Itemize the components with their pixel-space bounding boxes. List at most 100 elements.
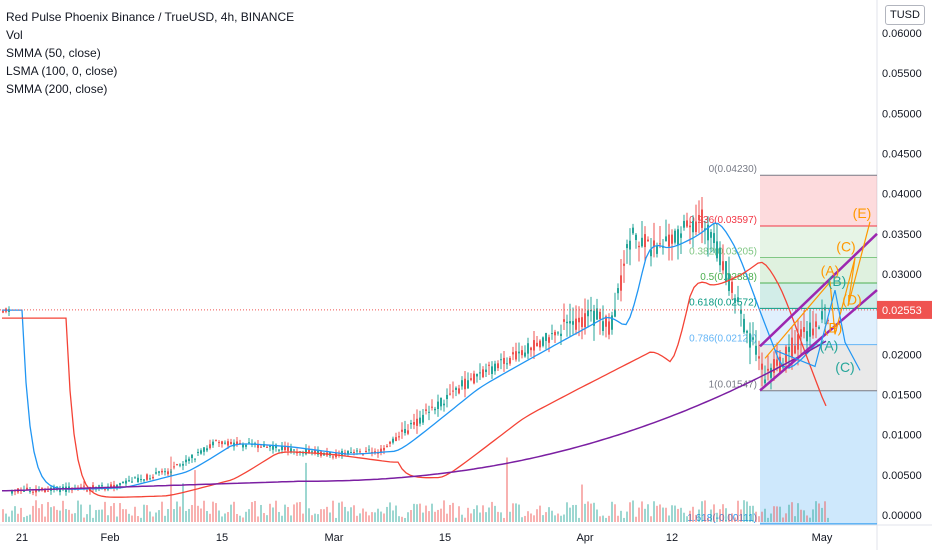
y-tick-label: 0.05000 [882,108,922,120]
volume-bar [260,504,262,522]
volume-bar [443,500,445,522]
volume-bar [404,517,406,522]
volume-bar [743,500,745,522]
candle-body [575,318,577,330]
volume-bar [458,506,460,522]
volume-bar [248,509,250,522]
candle-body [146,474,148,480]
candle-body [446,394,448,400]
volume-bar [389,502,391,522]
x-tick-label: 15 [439,532,451,544]
volume-bar [737,500,739,522]
candle-body [137,477,139,483]
volume-bar [710,509,712,522]
candle-body [629,240,631,250]
candle-body [824,307,826,311]
volume-bar [713,504,715,522]
volume-bar [59,510,61,522]
candle-body [230,441,232,445]
candle-body [413,422,415,425]
wave-label-orange: (D) [842,292,861,308]
volume-bar [539,505,541,522]
candle-body [716,241,718,259]
candle-body [224,442,226,444]
candle-body [668,234,670,247]
candle-body [398,436,400,438]
volume-bar [50,507,52,522]
candle-body [269,445,271,448]
volume-bar [62,500,64,522]
candle-body [296,452,298,454]
volume-bar [449,504,451,522]
volume-bar [212,501,214,522]
y-tick-label: 0.00000 [882,510,922,522]
candle-body [395,437,397,442]
volume-bar [467,507,469,522]
candle-body [308,449,310,453]
candle-body [647,239,649,242]
candle-body [380,448,382,453]
volume-bar [401,516,403,522]
candle-body [155,472,157,474]
volume-bar [188,508,190,522]
volume-bar [224,513,226,522]
volume-bar [335,517,337,522]
candle-body [698,214,700,221]
volume-bar [437,509,439,522]
volume-bar [578,517,580,522]
y-tick-label: 0.01500 [882,390,922,402]
wave-teal-path [774,289,861,371]
candle-body [563,319,565,322]
volume-bar [791,502,793,522]
volume-bar [503,517,505,522]
indicator-vol[interactable]: Vol [6,28,23,42]
volume-bar [338,502,340,522]
candle-body [188,458,190,461]
candle-body [518,351,520,354]
volume-bar [650,516,652,522]
candle-body [608,321,610,335]
candle-body [311,451,313,453]
volume-bar [14,506,16,522]
volume-bar [56,509,58,522]
volume-bar [530,513,532,522]
x-tick-label: May [812,532,833,544]
candle-body [470,378,472,380]
candle-body [416,418,418,426]
volume-bar [71,513,73,522]
candle-body [164,471,166,473]
candle-body [764,379,766,384]
volume-bar [824,501,826,522]
candle-body [161,470,163,473]
candle-body [32,491,34,493]
volume-bar [551,510,553,522]
volume-bar [575,504,577,522]
volume-bar [272,507,274,522]
y-tick-label: 0.04500 [882,149,922,161]
volume-bar [119,503,121,522]
indicator-smma50[interactable]: SMMA (50, close) [6,46,101,60]
volume-bar [485,512,487,522]
volume-bar [308,508,310,522]
volume-bar [293,504,295,522]
wave-label-teal: (B) [828,273,847,289]
candle-body [2,311,4,313]
volume-bar [674,505,676,522]
candle-body [557,332,559,334]
volume-bar [371,512,373,522]
candle-body [560,333,562,337]
volume-bar [89,504,91,522]
volume-bar [620,510,622,522]
candle-body [119,483,121,486]
indicator-lsma100[interactable]: LSMA (100, 0, close) [6,64,118,78]
candle-body [671,234,673,244]
indicator-smma200[interactable]: SMMA (200, close) [6,82,108,96]
candle-body [440,397,442,407]
candle-body [494,363,496,372]
x-tick-label: Feb [101,532,120,544]
candle-body [734,298,736,303]
volume-bar [410,510,412,522]
currency-button[interactable]: TUSD [885,5,925,25]
